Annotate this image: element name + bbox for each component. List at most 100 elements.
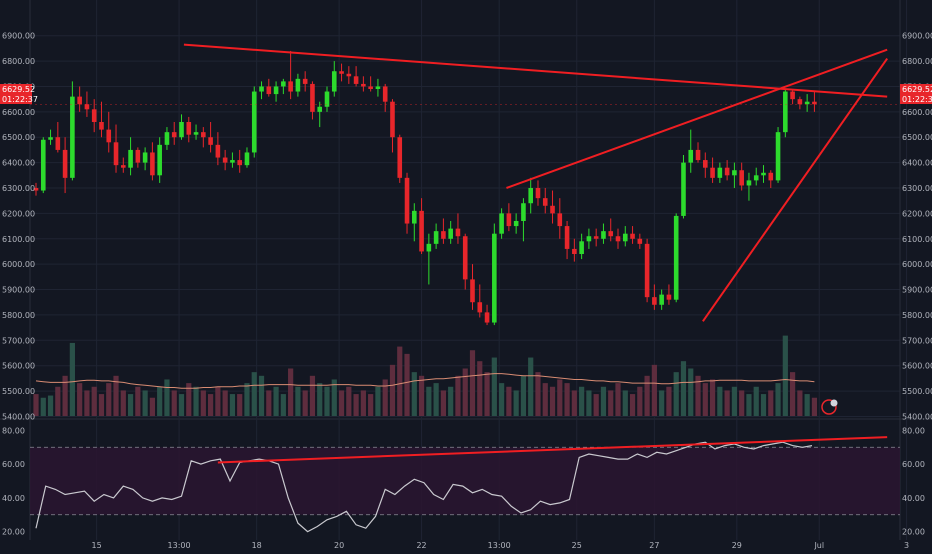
candle-body xyxy=(477,302,483,313)
candle-body xyxy=(84,104,90,110)
volume-bar xyxy=(331,379,337,416)
candle-body xyxy=(688,149,694,163)
price-tick-left: 6000.00 xyxy=(2,260,35,269)
price-tick-left: 5900.00 xyxy=(2,286,35,295)
candle-body xyxy=(761,172,766,176)
volume-bar xyxy=(724,390,730,416)
volume-bar xyxy=(317,383,323,416)
last-price-box-left xyxy=(0,84,32,104)
price-tick-left: 6600.00 xyxy=(2,108,35,117)
candle-body xyxy=(644,243,650,298)
volume-bar xyxy=(309,375,316,416)
candle-body xyxy=(470,279,475,303)
volume-bar xyxy=(106,383,112,416)
candle-body xyxy=(710,167,715,178)
candle-body xyxy=(135,149,141,163)
volume-bar xyxy=(193,386,199,416)
volume-bar xyxy=(804,394,810,416)
volume-bar xyxy=(739,390,745,416)
rsi-layer xyxy=(30,436,900,533)
candle-body xyxy=(673,215,679,300)
volume-bar xyxy=(40,397,46,416)
candle-body xyxy=(353,76,359,84)
candle-body xyxy=(121,165,126,168)
volume-bar xyxy=(673,372,679,416)
price-tick-right: 6400.00 xyxy=(902,159,932,168)
volume-bar xyxy=(200,390,206,416)
volume-bar xyxy=(608,390,614,416)
candle-body xyxy=(652,297,657,305)
volume-bar xyxy=(600,386,607,416)
price-tick-left: 5800.00 xyxy=(2,311,35,320)
volume-bar xyxy=(637,386,643,416)
volume-bar xyxy=(288,368,294,416)
volume-bar xyxy=(688,368,694,416)
volume-bar xyxy=(397,346,403,416)
time-tick-label: 15 xyxy=(92,541,102,550)
volume-bar xyxy=(33,394,39,416)
candle-body xyxy=(703,160,708,168)
last-price-right: 6629.52 xyxy=(902,85,932,94)
price-tick-left: 5600.00 xyxy=(2,362,35,371)
candle-body xyxy=(499,213,504,234)
candle-body xyxy=(586,236,592,242)
volume-bar xyxy=(302,390,308,416)
last-price-left: 6629.52 xyxy=(2,85,35,94)
volume-bar xyxy=(549,386,556,416)
volume-bar xyxy=(324,386,330,416)
volume-bar xyxy=(797,390,803,416)
candle-body xyxy=(601,231,606,239)
candle-body xyxy=(441,231,446,239)
volume-bar xyxy=(62,375,68,416)
candle-body xyxy=(113,142,119,166)
candle-body xyxy=(695,149,701,161)
time-tick-label: 22 xyxy=(416,541,426,550)
candle-body xyxy=(281,81,286,87)
volume-bar xyxy=(375,386,381,416)
candle-body xyxy=(339,71,344,74)
volume-bar xyxy=(731,386,737,416)
volume-bar xyxy=(411,372,417,416)
candle-body xyxy=(404,177,410,224)
rsi-trendline xyxy=(217,436,888,464)
volume-bar xyxy=(491,357,497,416)
price-tick-right: 6800.00 xyxy=(902,57,932,66)
settings-icon[interactable] xyxy=(821,399,838,415)
candle-body xyxy=(128,149,133,168)
volume-bar xyxy=(368,394,374,416)
volume-bar xyxy=(644,375,650,416)
volume-bar xyxy=(338,390,345,416)
candle-body xyxy=(790,91,795,100)
price-tick-left: 6800.00 xyxy=(2,57,35,66)
price-tick-right: 5400.00 xyxy=(902,412,932,421)
candle-body xyxy=(331,71,337,92)
time-tick-label: 27 xyxy=(649,541,659,550)
candle-body xyxy=(390,101,395,138)
price-tick-right: 6300.00 xyxy=(902,184,932,193)
price-tick-left: 6200.00 xyxy=(2,209,35,218)
volume-layer xyxy=(33,335,818,416)
volume-bar xyxy=(353,394,359,416)
volume-bar xyxy=(98,394,105,416)
candle-body xyxy=(375,86,381,89)
candle-body xyxy=(244,152,250,166)
time-tick-label: 25 xyxy=(572,541,582,550)
candle-body xyxy=(164,132,170,145)
volume-bar xyxy=(768,390,774,416)
rsi-tick-right: 20.00 xyxy=(902,528,925,537)
volume-bar xyxy=(593,394,599,416)
volume-bar xyxy=(477,361,483,416)
volume-bar xyxy=(171,390,177,416)
volume-bar xyxy=(709,379,716,416)
candle-body xyxy=(572,248,577,254)
candle-body xyxy=(804,101,810,105)
volume-bar xyxy=(513,390,519,416)
candle-body xyxy=(368,86,373,89)
volume-bar xyxy=(237,394,243,416)
candle-body xyxy=(230,160,235,163)
volume-bar xyxy=(622,390,628,416)
candle-body xyxy=(70,96,75,178)
price-tick-right: 6100.00 xyxy=(902,235,932,244)
candle-body xyxy=(492,233,497,323)
